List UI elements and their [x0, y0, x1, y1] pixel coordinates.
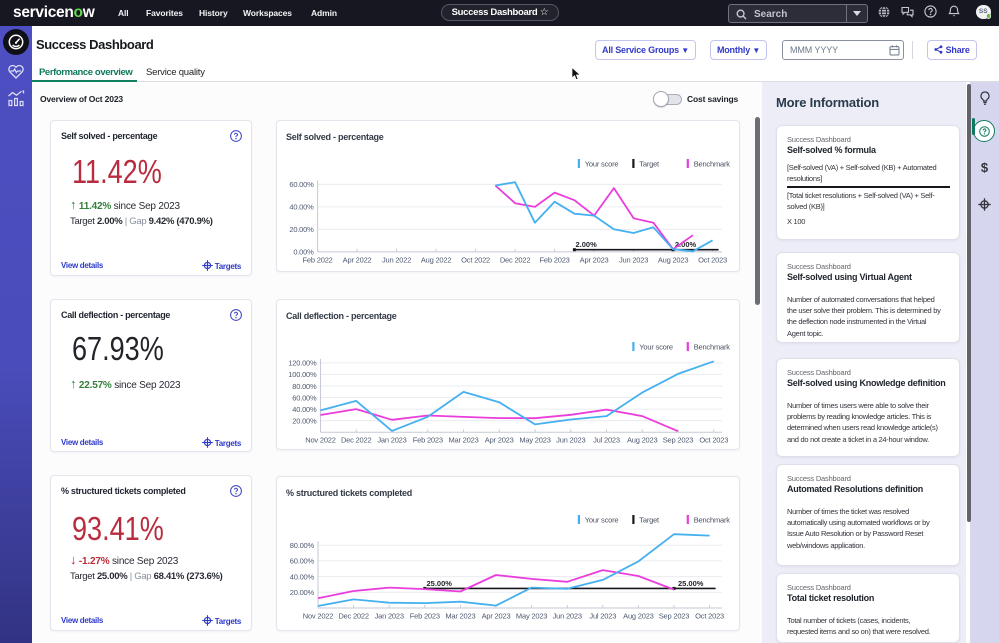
svg-text:Dec 2022: Dec 2022	[338, 612, 369, 621]
svg-text:40.00%: 40.00%	[290, 572, 315, 581]
svg-text:Aug 2023: Aug 2023	[627, 436, 658, 445]
svg-text:Feb 2023: Feb 2023	[540, 255, 570, 264]
svg-text:Oct 2023: Oct 2023	[699, 436, 728, 445]
svg-text:Jul 2023: Jul 2023	[589, 612, 616, 621]
svg-text:Jan 2023: Jan 2023	[375, 612, 404, 621]
svg-text:Aug 2023: Aug 2023	[658, 255, 689, 264]
svg-text:Apr 2023: Apr 2023	[580, 255, 609, 264]
svg-text:Apr 2023: Apr 2023	[482, 612, 511, 621]
svg-text:120.00%: 120.00%	[288, 359, 317, 368]
svg-text:Dec 2022: Dec 2022	[500, 255, 531, 264]
svg-text:Target: Target	[639, 516, 660, 525]
svg-text:Mar 2023: Mar 2023	[448, 436, 478, 445]
svg-text:Feb 2022: Feb 2022	[303, 255, 333, 264]
svg-text:Jul 2023: Jul 2023	[593, 436, 620, 445]
svg-text:Oct 2023: Oct 2023	[698, 255, 727, 264]
svg-text:Jun 2022: Jun 2022	[382, 255, 411, 264]
svg-text:Aug 2023: Aug 2023	[623, 612, 654, 621]
svg-text:2.00%: 2.00%	[675, 240, 697, 249]
svg-text:Jan 2023: Jan 2023	[377, 436, 406, 445]
svg-text:Benchmark: Benchmark	[694, 160, 731, 169]
svg-text:25.00%: 25.00%	[678, 579, 704, 588]
svg-text:Feb 2023: Feb 2023	[413, 436, 443, 445]
svg-text:Jun 2023: Jun 2023	[556, 436, 585, 445]
svg-text:20.00%: 20.00%	[292, 416, 317, 425]
svg-text:Nov 2022: Nov 2022	[303, 612, 334, 621]
svg-text:May 2023: May 2023	[519, 436, 550, 445]
svg-text:100.00%: 100.00%	[288, 370, 317, 379]
svg-text:0.00%: 0.00%	[293, 248, 314, 257]
svg-text:Sep 2023: Sep 2023	[659, 612, 690, 621]
svg-text:60.00%: 60.00%	[290, 557, 315, 566]
svg-text:Jun 2023: Jun 2023	[553, 612, 582, 621]
svg-text:Your score: Your score	[585, 160, 619, 169]
svg-text:Jun 2023: Jun 2023	[619, 255, 648, 264]
svg-text:Apr 2022: Apr 2022	[343, 255, 372, 264]
svg-text:60.00%: 60.00%	[292, 393, 317, 402]
svg-text:Benchmark: Benchmark	[694, 343, 731, 352]
svg-text:Sep 2023: Sep 2023	[663, 436, 694, 445]
svg-text:40.00%: 40.00%	[292, 405, 317, 414]
svg-text:Oct 2023: Oct 2023	[695, 612, 724, 621]
svg-text:2.00%: 2.00%	[576, 240, 598, 249]
svg-text:20.00%: 20.00%	[290, 588, 315, 597]
svg-text:Oct 2022: Oct 2022	[461, 255, 490, 264]
svg-text:40.00%: 40.00%	[289, 203, 314, 212]
svg-text:Mar 2023: Mar 2023	[445, 612, 475, 621]
svg-text:60.00%: 60.00%	[289, 180, 314, 189]
svg-text:Target: Target	[639, 160, 660, 169]
svg-text:Dec 2022: Dec 2022	[341, 436, 372, 445]
svg-text:Aug 2022: Aug 2022	[421, 255, 452, 264]
svg-text:Apr 2023: Apr 2023	[485, 436, 514, 445]
svg-text:20.00%: 20.00%	[289, 225, 314, 234]
svg-text:80.00%: 80.00%	[292, 382, 317, 391]
svg-text:Your score: Your score	[639, 343, 673, 352]
svg-text:Benchmark: Benchmark	[694, 516, 731, 525]
svg-text:Feb 2023: Feb 2023	[410, 612, 440, 621]
svg-text:25.00%: 25.00%	[427, 579, 453, 588]
svg-text:Your score: Your score	[585, 516, 619, 525]
svg-text:Nov 2022: Nov 2022	[305, 436, 336, 445]
svg-text:May 2023: May 2023	[516, 612, 547, 621]
svg-text:80.00%: 80.00%	[290, 541, 315, 550]
